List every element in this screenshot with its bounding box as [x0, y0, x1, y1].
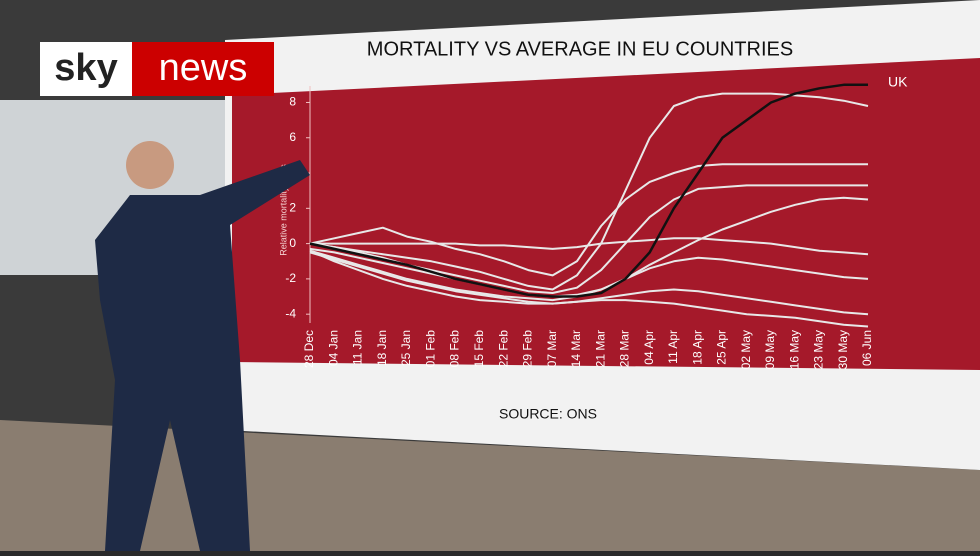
logo-box-red [132, 42, 274, 96]
logo-box [40, 42, 132, 96]
y-tick-label: 6 [289, 130, 296, 144]
x-tick-label: 28 Mar [618, 330, 632, 367]
x-tick-label: 25 Apr [715, 330, 729, 365]
presenter [95, 141, 310, 551]
logo-brand: sky [54, 47, 117, 89]
series-line [309, 163, 868, 277]
chart: MORTALITY VS AVERAGE IN EU COUNTRIES Rel… [278, 38, 908, 421]
x-tick-label: 11 Apr [666, 330, 680, 364]
x-tick-label: 14 Mar [569, 330, 583, 367]
y-tick-label: -4 [285, 306, 296, 320]
x-tick-label: 07 Mar [545, 330, 559, 367]
x-tick-label: 23 May [812, 330, 826, 369]
series-line [309, 249, 869, 302]
y-tick-label: 8 [289, 95, 296, 109]
chart-panel [232, 58, 980, 370]
x-tick-label: 01 Feb [423, 330, 437, 368]
x-tick-label: 29 Feb [521, 330, 535, 368]
x-tick-label: 30 May [836, 330, 850, 369]
series-line [309, 92, 869, 291]
series-line [309, 249, 869, 328]
x-tick-label: 28 Dec [302, 330, 316, 368]
x-tick-label: 04 Apr [642, 330, 656, 365]
y-tick-label: -2 [285, 271, 296, 285]
logo-channel: news [159, 47, 248, 89]
series-label: UK [888, 74, 908, 90]
x-tick-label: 18 Jan [375, 330, 389, 366]
series-line [310, 237, 869, 256]
x-tick-label: 02 May [739, 330, 753, 369]
x-tick-label: 09 May [763, 330, 777, 369]
x-tick-label: 15 Feb [472, 330, 486, 368]
y-tick-label: 2 [289, 200, 296, 214]
chart-title: MORTALITY VS AVERAGE IN EU COUNTRIES [367, 38, 793, 60]
x-tick-label: 18 Apr [690, 330, 704, 365]
x-tick-label: 16 May [787, 330, 801, 369]
presenter-head [126, 141, 174, 189]
presenter-body [95, 160, 310, 551]
y-tick-label: 0 [289, 236, 296, 250]
x-tick-label: 04 Jan [326, 330, 340, 366]
x-tick-label: 25 Jan [399, 330, 413, 366]
x-tick-label: 08 Feb [448, 330, 462, 368]
x-tick-label: 06 Jun [860, 330, 874, 366]
chart-source: SOURCE: ONS [499, 406, 597, 422]
x-tick-label: 21 Mar [593, 330, 607, 367]
series-line [309, 83, 868, 298]
x-tick-label: 22 Feb [496, 330, 510, 368]
x-tick-label: 11 Jan [351, 330, 365, 365]
y-axis-label: Relative mortality rates [278, 164, 288, 256]
